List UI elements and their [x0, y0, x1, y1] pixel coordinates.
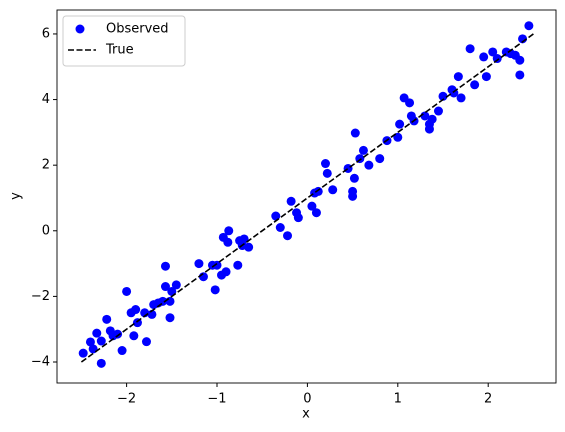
point [113, 329, 123, 339]
point [102, 314, 112, 324]
point [515, 55, 525, 65]
point [96, 358, 106, 368]
point [313, 186, 323, 196]
point [194, 259, 204, 269]
y-tick-label: −4 [31, 355, 50, 370]
point [427, 114, 437, 124]
point [165, 296, 175, 306]
point [167, 286, 177, 296]
point [147, 309, 157, 319]
point [221, 267, 231, 277]
point [393, 132, 403, 142]
point [364, 160, 374, 170]
point [122, 286, 132, 296]
point [198, 272, 208, 282]
point [395, 119, 405, 129]
point [405, 98, 415, 108]
legend-box [62, 15, 186, 67]
point [171, 280, 181, 290]
point [239, 234, 249, 244]
y-tick-label: 2 [42, 158, 50, 173]
point [286, 196, 296, 206]
point [85, 337, 95, 347]
point [358, 145, 368, 155]
point [349, 173, 359, 183]
point [78, 348, 88, 358]
point [350, 128, 360, 138]
x-tick-label: 2 [484, 392, 492, 407]
point [311, 208, 321, 218]
point [165, 313, 175, 323]
x-tick-label: −2 [117, 392, 136, 407]
point [307, 201, 317, 211]
y-axis-label: y [9, 192, 24, 200]
point [438, 91, 448, 101]
point [160, 261, 170, 271]
legend-label: Observed [106, 22, 169, 37]
point [492, 54, 502, 64]
x-axis-label: x [302, 407, 310, 422]
point [212, 260, 222, 270]
point [223, 237, 233, 247]
point [92, 328, 102, 338]
point [160, 282, 170, 292]
point [275, 223, 285, 233]
point [96, 336, 106, 346]
point [320, 159, 330, 169]
point [233, 260, 243, 270]
y-tick-label: 6 [42, 26, 50, 41]
point [328, 185, 338, 195]
point [271, 211, 281, 221]
x-tick-label: −1 [207, 392, 226, 407]
y-tick-label: 0 [42, 223, 50, 238]
point [131, 305, 141, 315]
point [433, 106, 443, 116]
plot-frame [56, 9, 557, 384]
x-tick-label: 0 [303, 392, 311, 407]
y-tick-label: −2 [31, 289, 50, 304]
point [117, 346, 127, 356]
point [141, 337, 151, 347]
point [210, 285, 220, 295]
legend-marker [75, 24, 85, 34]
point [224, 226, 234, 236]
point [322, 168, 332, 178]
point [524, 21, 534, 31]
point [283, 231, 293, 241]
point [158, 296, 168, 306]
point [481, 72, 491, 82]
point [470, 80, 480, 90]
legend-label: True [105, 43, 134, 58]
point [375, 154, 385, 164]
point [348, 186, 358, 196]
point [453, 72, 463, 82]
point [515, 70, 525, 80]
point [465, 44, 475, 54]
point [456, 93, 466, 103]
point [244, 242, 254, 252]
x-tick-label: 1 [394, 392, 402, 407]
point [488, 47, 498, 57]
y-tick-label: 4 [42, 92, 50, 107]
point [479, 52, 489, 62]
point [129, 331, 139, 341]
point [293, 213, 303, 223]
